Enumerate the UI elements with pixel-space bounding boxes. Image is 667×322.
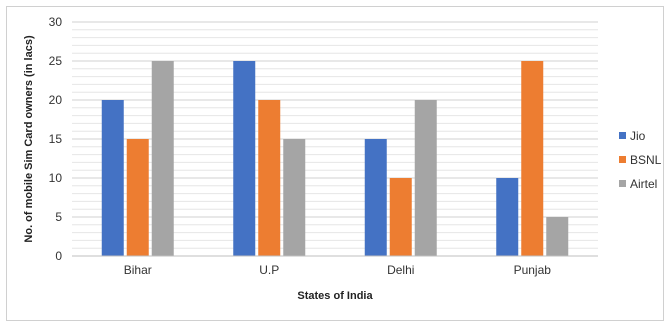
legend: Jio BSNL Airtel [619,129,662,191]
bar-jio-punjab [496,178,519,256]
x-tick-label: Delhi [387,263,414,277]
bar-airtel-bihar [151,61,174,256]
legend-label: Jio [630,129,646,143]
bars [101,61,569,256]
bar-bsnl-bihar [126,139,149,256]
bar-jio-bihar [101,100,124,256]
y-tick-label: 20 [49,93,63,107]
y-tick-label: 10 [49,171,63,185]
x-tick-label: Punjab [514,263,552,277]
x-axis-title: States of India [297,290,373,302]
y-tick-label: 30 [49,15,63,29]
bar-bsnl-up [258,100,281,256]
x-tick-label: U.P [259,263,279,277]
y-axis-ticks: 0 5 10 15 20 25 30 [49,15,63,263]
x-axis-ticks: Bihar U.P Delhi Punjab [124,263,552,277]
y-tick-label: 15 [49,132,63,146]
legend-swatch [619,132,626,139]
bar-airtel-up [283,139,306,256]
legend-swatch [619,180,626,187]
y-axis-title: No. of mobile Sim Card owners (in lacs) [23,35,35,243]
x-tick-label: Bihar [124,263,152,277]
bar-jio-up [233,61,256,256]
y-tick-label: 25 [49,54,63,68]
bar-jio-delhi [364,139,387,256]
bar-bsnl-punjab [521,61,544,256]
bar-bsnl-delhi [389,178,412,256]
bar-airtel-delhi [414,100,437,256]
bar-airtel-punjab [546,217,569,256]
y-tick-label: 5 [55,210,62,224]
y-tick-label: 0 [55,249,62,263]
legend-swatch [619,156,626,163]
legend-label: Airtel [630,177,657,191]
gridlines [72,21,598,257]
legend-label: BSNL [630,153,662,167]
